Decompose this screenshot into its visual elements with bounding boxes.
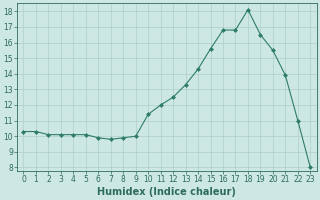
X-axis label: Humidex (Indice chaleur): Humidex (Indice chaleur) bbox=[98, 187, 236, 197]
